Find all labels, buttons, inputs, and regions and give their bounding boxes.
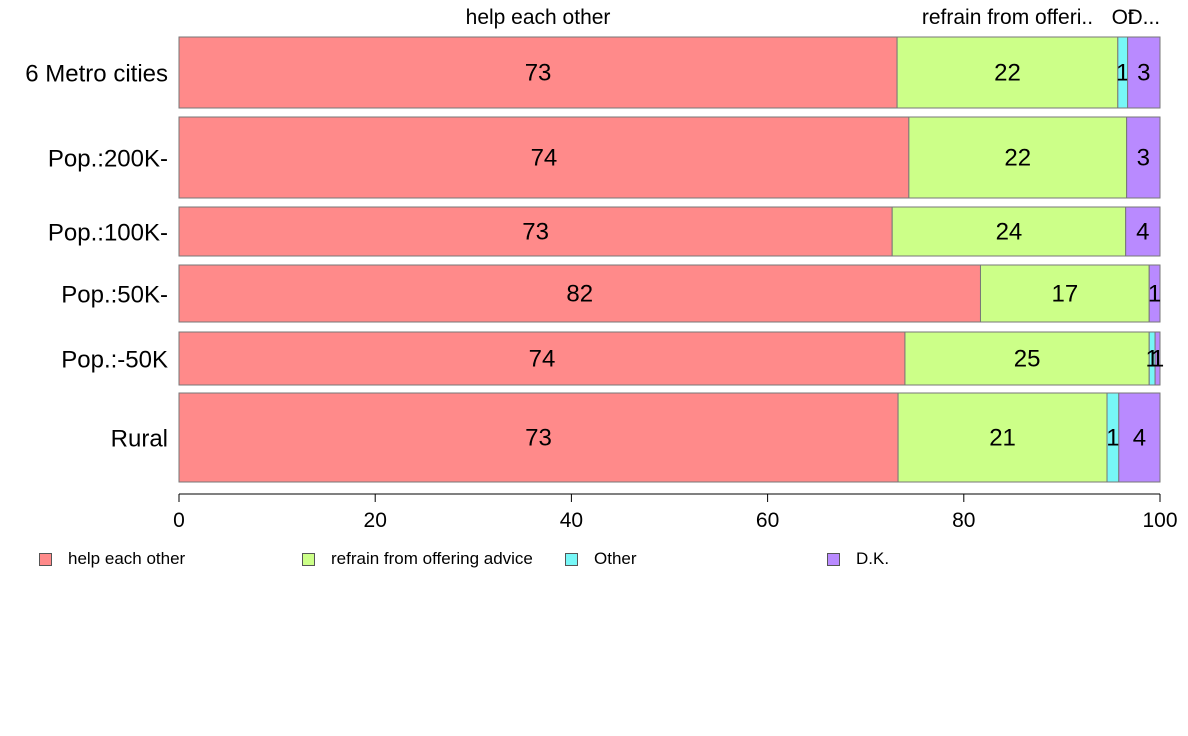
bar-refrain-from-offering-advice-pop-50k <box>979 264 1150 323</box>
data-label: 4 <box>1133 425 1146 452</box>
bar-d-k-pop-50k <box>1154 331 1161 386</box>
data-label: 1 <box>1116 60 1129 87</box>
legend: help each other refrain from offering ad… <box>0 549 1188 571</box>
bar-refrain-from-offering-advice-6-metro-cities <box>896 36 1119 109</box>
legend-label: help each other <box>68 549 186 568</box>
category-label-pop-50k: Pop.:50K- <box>61 282 168 309</box>
bar-d-k-6-metro-cities <box>1127 36 1161 109</box>
data-label: 82 <box>566 281 593 308</box>
data-label: 3 <box>1137 60 1150 87</box>
data-label: 74 <box>531 145 558 172</box>
legend-swatch-refrain <box>302 552 315 566</box>
legend-label: Other <box>594 549 637 568</box>
bar-help-each-other-pop-200k <box>178 116 910 199</box>
bar-d-k-rural <box>1118 392 1161 483</box>
bar-d-k-pop-200k <box>1126 116 1161 199</box>
legend-label: refrain from offering advice <box>331 549 533 568</box>
data-label: 73 <box>525 425 552 452</box>
category-labels: 6 Metro cities Pop.:200K- Pop.:100K- Pop.:5… <box>25 61 168 453</box>
column-header-d-k: D... <box>1127 6 1160 29</box>
data-label: 74 <box>529 346 556 373</box>
data-label: 1 <box>1151 346 1164 373</box>
data-label: 22 <box>1004 145 1031 172</box>
legend-item-other: Other <box>565 549 637 569</box>
column-header-other: Ot <box>1112 6 1134 29</box>
column-header-help-each-other: help each other <box>466 6 611 29</box>
data-label: 25 <box>1014 346 1041 373</box>
x-axis: 0 20 40 60 80 100 <box>173 493 1178 532</box>
data-label: 73 <box>525 60 552 87</box>
data-label: 1 <box>1148 281 1161 308</box>
bar-refrain-from-offering-advice-rural <box>897 392 1108 483</box>
legend-item-dk: D.K. <box>827 549 889 569</box>
x-tick-label: 100 <box>1142 509 1177 532</box>
column-header-labels: help each other refrain from offeri.. OtD.… <box>466 6 1160 29</box>
data-label: 22 <box>994 60 1021 87</box>
data-label: 24 <box>996 219 1023 246</box>
legend-item-help-each-other: help each other <box>39 549 185 569</box>
bar-d-k-pop-50k <box>1148 264 1161 323</box>
legend-item-refrain-from-offering-advice: refrain from offering advice <box>302 549 533 569</box>
data-label: 21 <box>989 425 1016 452</box>
category-label-pop-50k: Pop.:-50K <box>61 347 168 374</box>
x-tick-label: 0 <box>173 509 185 532</box>
column-header-refrain-from-offering-advice: refrain from offeri.. <box>922 6 1093 29</box>
data-label: 4 <box>1136 219 1149 246</box>
data-label: 1 <box>1106 425 1119 452</box>
x-tick-label: 80 <box>952 509 975 532</box>
data-label: 3 <box>1137 145 1150 172</box>
category-label-pop-200k: Pop.:200K- <box>48 146 168 173</box>
legend-label: D.K. <box>856 549 890 568</box>
bar-help-each-other-rural <box>178 392 899 483</box>
bar-help-each-other-pop-100k <box>178 206 893 257</box>
legend-swatch-help-each-other <box>39 552 52 566</box>
bar-help-each-other-pop-50k <box>178 331 906 386</box>
bar-refrain-from-offering-advice-pop-200k <box>908 116 1128 199</box>
category-label-pop-100k: Pop.:100K- <box>48 220 168 247</box>
x-tick-label: 20 <box>364 509 387 532</box>
data-label: 17 <box>1051 281 1078 308</box>
bar-help-each-other-pop-50k <box>178 264 981 323</box>
x-tick-label: 60 <box>756 509 779 532</box>
legend-swatch-other <box>565 552 578 566</box>
x-tick-label: 40 <box>560 509 583 532</box>
category-label-rural: Rural <box>111 426 168 453</box>
legend-swatch-dk <box>827 552 840 566</box>
bar-d-k-pop-100k <box>1125 206 1161 257</box>
bar-refrain-from-offering-advice-pop-50k <box>904 331 1150 386</box>
category-label-6-metro-cities: 6 Metro cities <box>25 61 168 88</box>
data-label: 73 <box>522 219 549 246</box>
